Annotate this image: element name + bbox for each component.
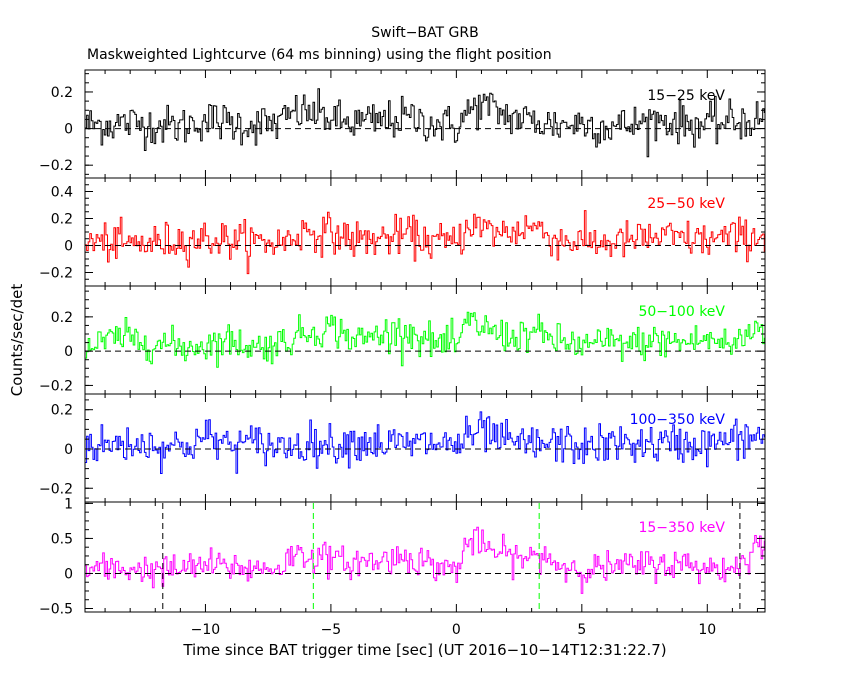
panels: −0.2 0 0.2 15−25 keV −0.2 0 0.2 0.4 25−50 keV −0.…: [39, 69, 766, 638]
y-tick-label: −0.5: [39, 601, 73, 617]
y-tick-label: 0.2: [51, 85, 73, 101]
y-tick-label: −0.2: [39, 266, 73, 282]
chart-title: Swift−BAT GRB: [371, 25, 478, 41]
lightcurve-series-line: [85, 311, 765, 368]
x-tick-label: −10: [191, 622, 221, 638]
x-tick-label: −5: [321, 622, 342, 638]
x-tick-label: 5: [577, 622, 586, 638]
lightcurve-series-line: [85, 411, 765, 474]
y-tick-label: 0: [64, 566, 73, 582]
lightcurve-series-line: [85, 88, 765, 158]
y-tick-label: 0: [64, 344, 73, 360]
x-axis-label: Time since BAT trigger time [sec] (UT 20…: [182, 641, 666, 659]
y-tick-label: −0.2: [39, 481, 73, 497]
energy-band-label: 50−100 keV: [638, 304, 725, 320]
panel-frame: [84, 285, 766, 395]
chart-subtitle: Maskweighted Lightcurve (64 ms binning) …: [87, 47, 552, 63]
panel-frame: [84, 501, 766, 613]
y-tick-label: 0: [64, 122, 73, 138]
energy-band-label: 25−50 keV: [647, 196, 725, 212]
y-axis-label: Counts/sec/det: [8, 284, 26, 397]
y-tick-label: 0: [64, 239, 73, 255]
y-tick-label: 1: [64, 496, 73, 512]
y-tick-label: 0.2: [51, 310, 73, 326]
x-tick-label: 0: [452, 622, 461, 638]
y-tick-label: 0.4: [51, 185, 73, 201]
x-tick-label: 10: [698, 622, 716, 638]
y-tick-label: 0.2: [51, 212, 73, 228]
y-tick-label: −0.2: [39, 158, 73, 174]
y-tick-label: 0.5: [51, 531, 73, 547]
lightcurve-series-line: [85, 526, 765, 594]
y-tick-label: 0: [64, 442, 73, 458]
y-tick-label: 0.2: [51, 403, 73, 419]
energy-band-label: 100−350 keV: [630, 412, 726, 428]
energy-band-label: 15−350 keV: [638, 520, 725, 536]
energy-band-label: 15−25 keV: [647, 88, 725, 104]
y-tick-label: −0.2: [39, 378, 73, 394]
lightcurve-series-line: [85, 210, 765, 275]
